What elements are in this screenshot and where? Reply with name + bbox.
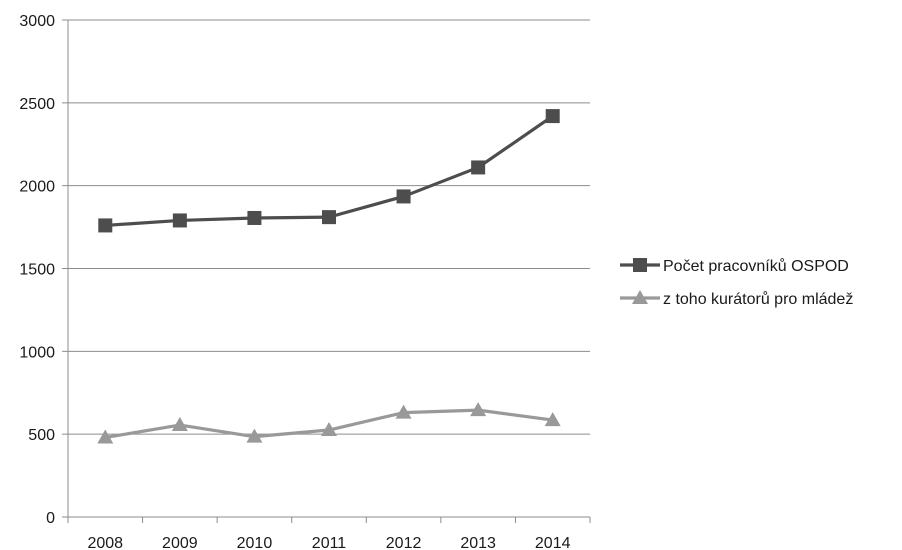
legend-marker <box>632 290 648 304</box>
series-group <box>97 109 561 444</box>
y-tick-label: 3000 <box>19 13 55 30</box>
legend: Počet pracovníků OSPOD z toho kurátorů pr… <box>620 257 853 308</box>
legend-marker <box>633 258 647 272</box>
series-1 <box>98 109 560 233</box>
series-2 <box>97 402 561 444</box>
y-tick-label: 2500 <box>19 96 55 113</box>
y-axis: 0 500 1000 1500 2000 2500 3000 <box>19 13 69 527</box>
data-point-marker <box>247 210 262 225</box>
y-tick-label: 1500 <box>19 262 55 279</box>
y-tick-label: 2000 <box>19 179 55 196</box>
x-tick-label: 2012 <box>386 535 422 550</box>
data-point-marker <box>544 412 561 427</box>
x-tick-label: 2010 <box>237 535 273 550</box>
x-tick-label: 2014 <box>535 535 571 550</box>
series-line <box>105 114 554 228</box>
data-point-marker <box>321 422 337 437</box>
data-point-marker <box>396 189 411 204</box>
y-tick-label: 1000 <box>19 344 55 361</box>
data-point-marker <box>471 160 486 175</box>
x-tick-label: 2009 <box>162 535 198 550</box>
data-point-marker <box>395 404 412 419</box>
legend-item-2: z toho kurátorů pro mládež <box>620 290 853 308</box>
y-tick-label: 0 <box>46 510 55 527</box>
x-axis: 2008 2009 2010 2011 2012 2013 2014 <box>67 516 591 550</box>
data-point-marker <box>545 109 560 124</box>
data-point-marker <box>322 210 336 225</box>
y-tick-label: 500 <box>28 427 55 444</box>
data-point-marker <box>172 213 187 228</box>
data-point-marker <box>246 428 263 443</box>
data-point-marker <box>171 417 188 432</box>
data-point-marker <box>98 218 113 233</box>
x-tick-label: 2008 <box>87 535 123 550</box>
gridlines <box>68 19 590 435</box>
data-point-marker <box>470 402 487 417</box>
x-tick-label: 2011 <box>312 535 347 550</box>
x-tick-label: 2013 <box>460 535 496 550</box>
legend-item-1: Počet pracovníků OSPOD <box>620 257 849 275</box>
legend-label: Počet pracovníků OSPOD <box>663 257 849 275</box>
legend-label: z toho kurátorů pro mládež <box>663 290 853 308</box>
data-point-marker <box>97 429 114 444</box>
